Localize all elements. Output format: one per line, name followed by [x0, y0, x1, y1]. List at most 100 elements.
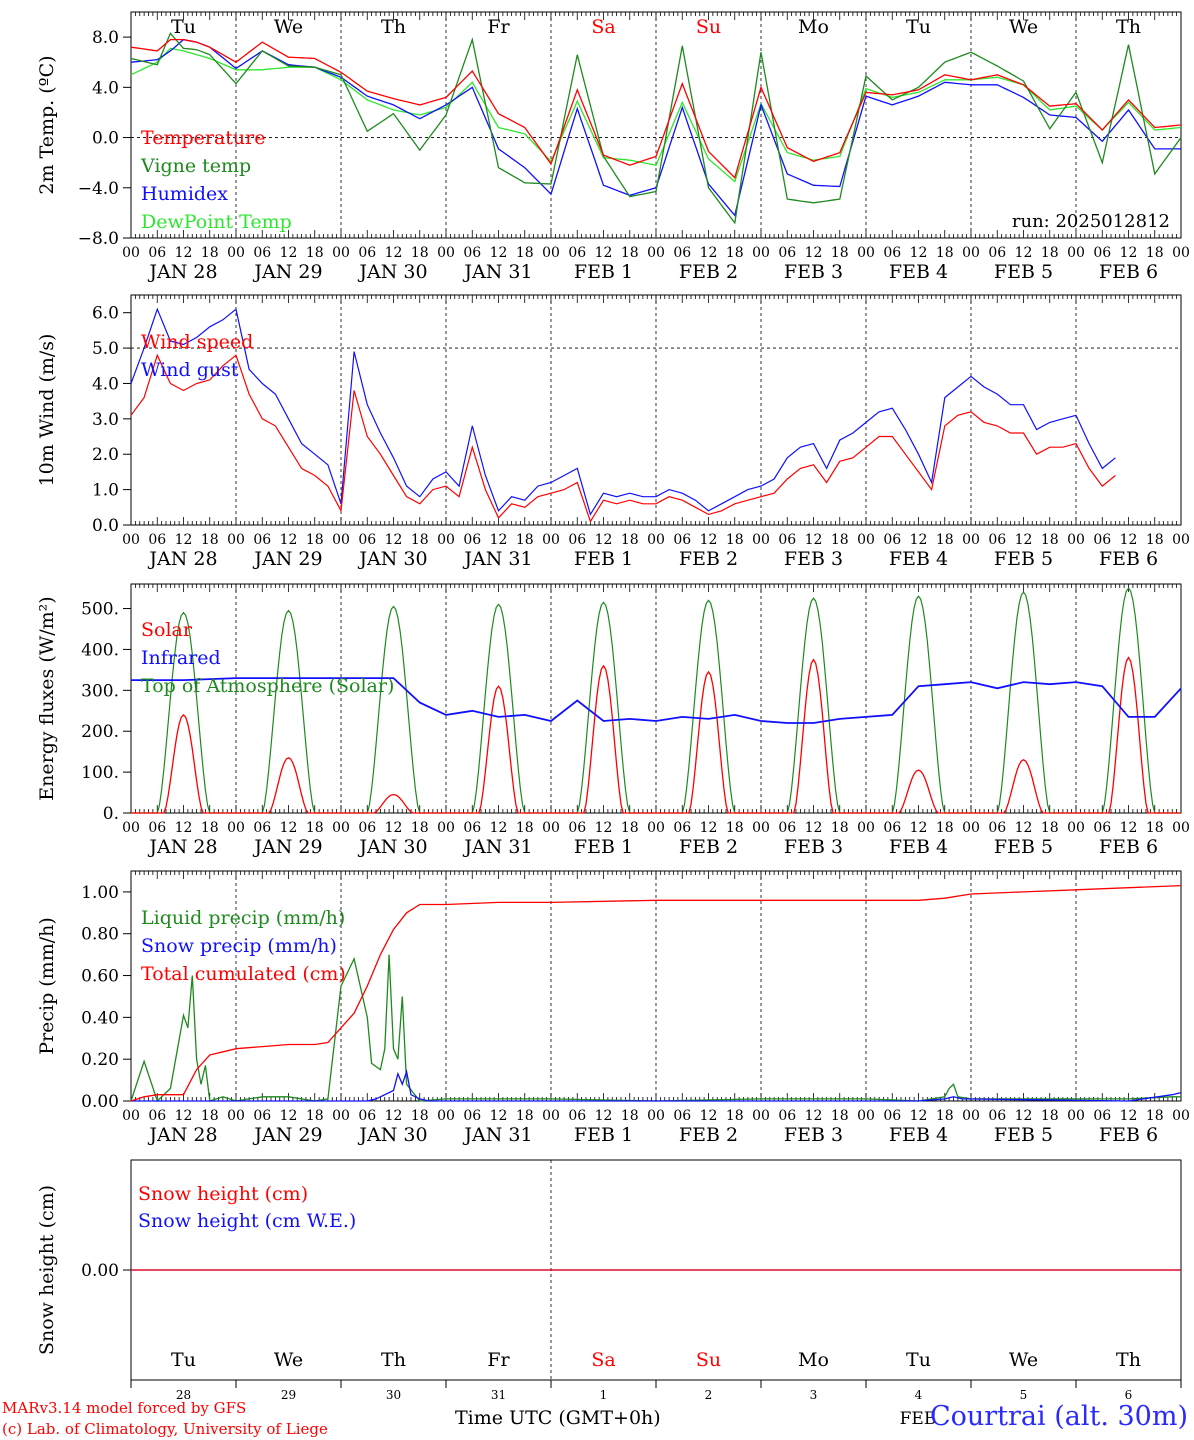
y-tick-label: 400. — [81, 640, 119, 660]
hour-tick-label: 18 — [936, 245, 954, 261]
hour-tick-label: 06 — [253, 532, 271, 548]
hour-tick-label: 12 — [910, 1108, 928, 1124]
hour-tick-label: 00 — [752, 820, 770, 836]
hour-tick-label: 12 — [595, 245, 613, 261]
hour-tick-label: 00 — [752, 1108, 770, 1124]
date-label: FEB 5 — [994, 548, 1053, 570]
hour-tick-label: 18 — [831, 820, 849, 836]
hour-tick-label: 12 — [1015, 245, 1033, 261]
hour-tick-label: 12 — [490, 245, 508, 261]
hour-tick-label: 18 — [201, 532, 219, 548]
date-label: FEB 4 — [889, 261, 948, 283]
y-tick-label: 1.0 — [92, 481, 119, 501]
bottom-day-number: 30 — [386, 1388, 401, 1402]
hour-tick-label: 00 — [1172, 532, 1190, 548]
hour-tick-label: 12 — [280, 532, 298, 548]
date-label: JAN 29 — [252, 548, 322, 570]
hour-tick-label: 06 — [148, 245, 166, 261]
hour-tick-label: 12 — [1015, 532, 1033, 548]
series-infrared — [131, 677, 1182, 724]
hour-tick-label: 06 — [253, 820, 271, 836]
date-label: FEB 1 — [574, 836, 633, 858]
hour-tick-label: 18 — [1041, 532, 1059, 548]
hour-tick-label: 18 — [1041, 820, 1059, 836]
bottom-day-number: 5 — [1020, 1388, 1028, 1402]
date-label: JAN 28 — [147, 836, 217, 858]
hour-tick-label: 18 — [411, 532, 429, 548]
date-label: FEB 2 — [679, 1124, 738, 1146]
hour-tick-label: 00 — [332, 532, 350, 548]
date-label: JAN 31 — [462, 836, 532, 858]
hour-tick-label: 12 — [1120, 820, 1138, 836]
date-label: JAN 30 — [357, 1124, 427, 1146]
x-axis-title: Time UTC (GMT+0h) — [455, 1407, 661, 1429]
hour-tick-label: 18 — [201, 245, 219, 261]
panel-2-ylabel: 10m Wind (m/s) — [36, 334, 58, 487]
date-label: JAN 28 — [147, 548, 217, 570]
legend-top-of-atmosphere-solar: Top of Atmosphere (Solar) — [141, 675, 394, 697]
hour-tick-label: 12 — [805, 820, 823, 836]
weekday-label: Fr — [487, 16, 510, 38]
hour-tick-label: 18 — [1146, 532, 1164, 548]
bottom-day-number: 28 — [176, 1388, 191, 1402]
bottom-month-label: FEB — [900, 1409, 937, 1429]
hour-tick-label: 18 — [726, 245, 744, 261]
hour-tick-label: 12 — [490, 532, 508, 548]
bottom-weekday-label: Th — [381, 1349, 406, 1371]
hour-tick-label: 18 — [1041, 1108, 1059, 1124]
hour-tick-label: 00 — [542, 820, 560, 836]
hour-tick-label: 18 — [936, 532, 954, 548]
hour-tick-label: 00 — [437, 532, 455, 548]
date-label: FEB 4 — [889, 836, 948, 858]
hour-tick-label: 18 — [306, 820, 324, 836]
hour-tick-label: 12 — [280, 820, 298, 836]
date-label: FEB 2 — [679, 261, 738, 283]
date-label: FEB 5 — [994, 1124, 1053, 1146]
hour-tick-label: 18 — [1146, 1108, 1164, 1124]
hour-tick-label: 12 — [1120, 1108, 1138, 1124]
hour-tick-label: 00 — [437, 1108, 455, 1124]
hour-tick-label: 06 — [778, 532, 796, 548]
y-tick-label: 200. — [81, 722, 119, 742]
hour-tick-label: 18 — [621, 820, 639, 836]
weekday-label: Sa — [591, 16, 615, 38]
legend-humidex: Humidex — [141, 183, 228, 205]
hour-tick-label: 06 — [568, 820, 586, 836]
hour-tick-label: 12 — [805, 1108, 823, 1124]
hour-tick-label: 12 — [700, 1108, 718, 1124]
y-tick-label: 100. — [81, 763, 119, 783]
panel-5-ylabel: Snow height (cm) — [36, 1185, 58, 1355]
hour-tick-label: 18 — [936, 1108, 954, 1124]
hour-tick-label: 00 — [647, 532, 665, 548]
hour-tick-label: 12 — [385, 1108, 403, 1124]
hour-tick-label: 18 — [201, 1108, 219, 1124]
y-tick-label: 2.0 — [92, 445, 119, 465]
date-label: FEB 6 — [1099, 836, 1158, 858]
bottom-weekday-label: Sa — [591, 1349, 615, 1371]
bottom-weekday-label: Th — [1116, 1349, 1141, 1371]
legend-temperature: Temperature — [141, 127, 265, 149]
y-tick-label: 3.0 — [92, 410, 119, 430]
hour-tick-label: 12 — [700, 245, 718, 261]
date-label: FEB 4 — [889, 1124, 948, 1146]
hour-tick-label: 12 — [385, 532, 403, 548]
y-tick-label: 300. — [81, 681, 119, 701]
weekday-label: We — [274, 16, 303, 38]
credit-lab: (c) Lab. of Climatology, University of L… — [2, 1420, 328, 1438]
hour-tick-label: 06 — [148, 532, 166, 548]
hour-tick-label: 06 — [463, 532, 481, 548]
date-label: JAN 29 — [252, 836, 322, 858]
y-tick-label: 0.20 — [81, 1050, 119, 1070]
weekday-label: Tu — [171, 16, 196, 38]
date-label: JAN 30 — [357, 836, 427, 858]
hour-tick-label: 18 — [621, 532, 639, 548]
panel-4-ylabel: Precip (mm/h) — [36, 917, 58, 1055]
bottom-weekday-label: We — [1009, 1349, 1038, 1371]
bottom-day-number: 2 — [705, 1388, 713, 1402]
weekday-label: Th — [1116, 16, 1141, 38]
legend-snow-height-cm: Snow height (cm) — [138, 1183, 308, 1205]
hour-tick-label: 06 — [358, 532, 376, 548]
hour-tick-label: 00 — [227, 1108, 245, 1124]
bottom-weekday-label: Tu — [171, 1349, 196, 1371]
date-label: FEB 5 — [994, 261, 1053, 283]
